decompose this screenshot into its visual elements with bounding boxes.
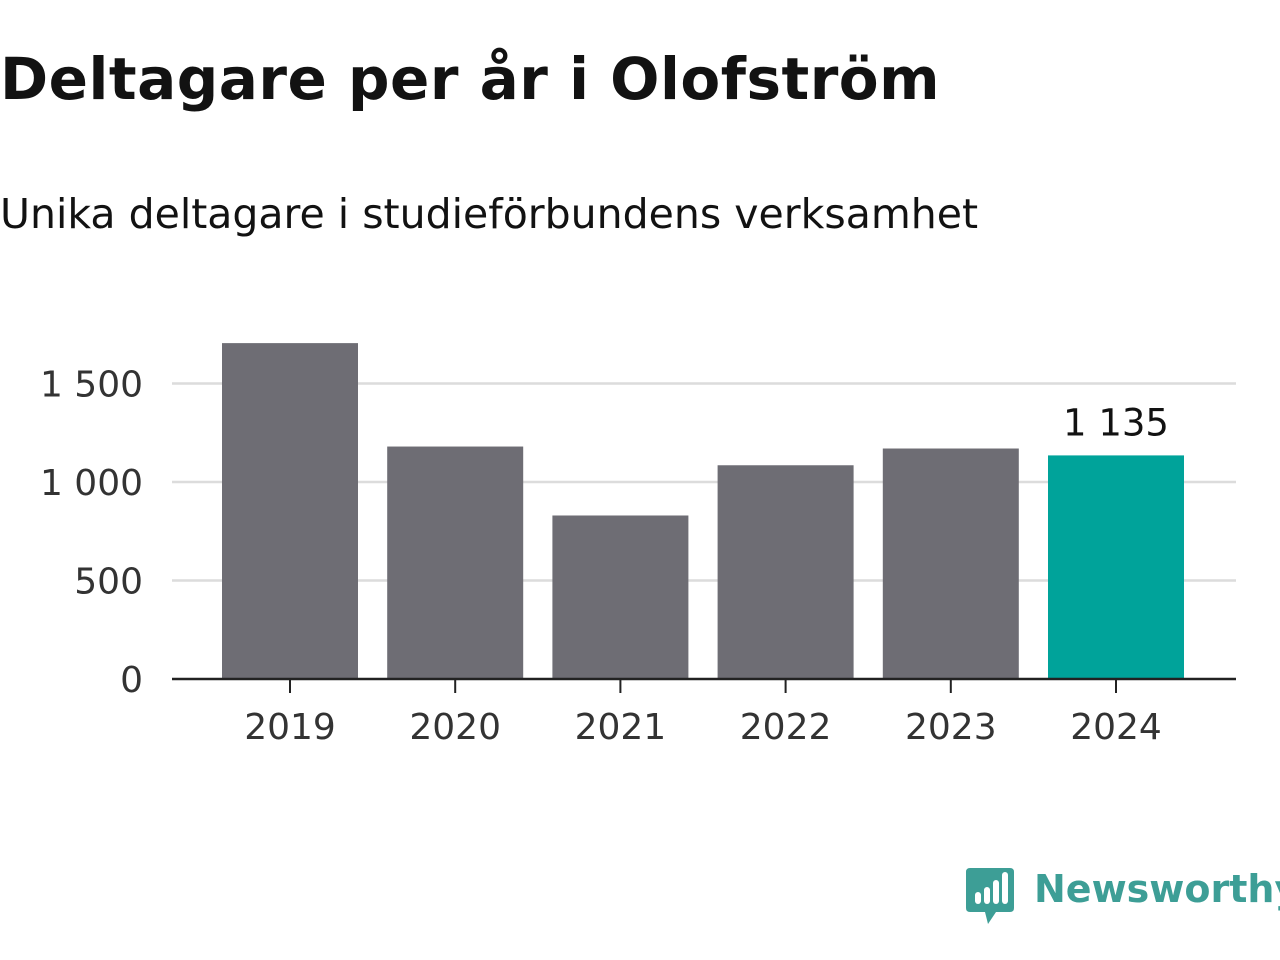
- bar-2021: [552, 515, 689, 679]
- y-tick-label: 1 500: [40, 365, 143, 406]
- y-tick-label: 0: [120, 660, 143, 701]
- axes: [172, 677, 1236, 693]
- newsworthy-logo-icon: [966, 868, 1014, 924]
- newsworthy-logo: Newsworthy: [964, 864, 1280, 928]
- data-label: 1 135: [1063, 401, 1169, 444]
- bar-2022: [717, 465, 854, 679]
- y-tick-label: 1 000: [40, 463, 143, 504]
- bar-2023: [882, 448, 1019, 679]
- x-tick-label: 2021: [575, 707, 667, 748]
- bar-2019: [222, 343, 358, 679]
- x-tick-label: 2024: [1070, 707, 1162, 748]
- labels: 0 500 1 000 1 500 2019 2020 2021 2022 2023 2024 1 …: [40, 365, 1169, 749]
- x-tick-label: 2023: [905, 707, 997, 748]
- x-tick-label: 2022: [740, 707, 832, 748]
- bars: [222, 343, 1184, 679]
- chart-title: Deltagare per år i Olofström: [0, 45, 941, 113]
- chart-subtitle: Unika deltagare i studieförbundens verks…: [0, 190, 979, 238]
- bar-2024: [1048, 455, 1184, 679]
- x-tick-label: 2020: [409, 707, 501, 748]
- newsworthy-logo-text: Newsworthy: [1034, 867, 1280, 911]
- bar-2020: [387, 446, 524, 679]
- x-tick-label: 2019: [244, 707, 336, 748]
- y-tick-label: 500: [74, 562, 143, 603]
